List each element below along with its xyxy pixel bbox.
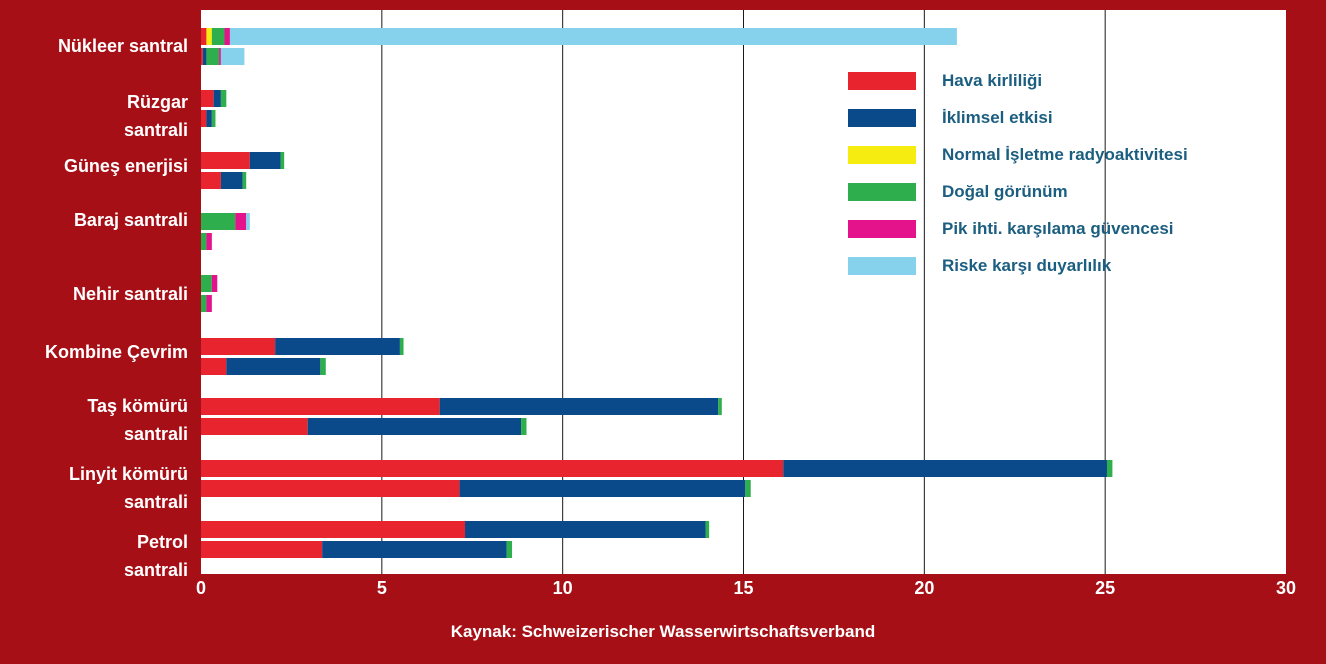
bar-segment [275,338,400,355]
bar-segment [201,275,212,292]
bar-segment [201,480,460,497]
bar-segment [219,48,221,65]
bar-segment [201,110,207,127]
x-tick-label: 5 [376,578,387,598]
legend-label: Doğal görünüm [942,182,1068,201]
bar-segment [246,213,250,230]
x-tick-label: 15 [733,578,754,598]
x-tick-label: 25 [1095,578,1116,598]
legend-label: İklimsel etkisi [942,108,1053,127]
bar-segment [220,48,245,65]
bar-segment [705,521,710,538]
bar-segment [201,152,250,169]
bar-segment [201,541,323,558]
bar-segment [249,152,281,169]
legend-swatch [848,183,916,201]
legend-swatch [848,257,916,275]
legend-swatch [848,72,916,90]
bar-segment [783,460,1107,477]
category-label: Petrol santrali [123,532,188,580]
bar-segment [201,28,207,45]
bar-segment [201,90,214,107]
bar-segment [206,295,212,312]
bar-segment [201,521,466,538]
legend-swatch [848,146,916,164]
legend-label: Pik ihti. karşılama güvencesi [942,219,1174,238]
bar-segment [320,358,326,375]
bar-segment [242,172,247,189]
legend-label: Normal İşletme radyoaktivitesi [942,145,1188,164]
x-tick-label: 0 [195,578,206,598]
legend-swatch [848,109,916,127]
category-label: Rüzgar santrali [123,92,188,140]
bar-segment [211,275,218,292]
bar-segment [465,521,706,538]
bar-segment [211,110,216,127]
bar-segment [201,418,308,435]
source-note: Kaynak: Schweizerischer Wasserwirtschaft… [450,622,876,641]
bar-segment [206,233,212,250]
category-label: Taş kömürü santrali [87,396,188,444]
bar-segment [399,338,404,355]
bar-segment [201,398,440,415]
bar-segment [745,480,751,497]
x-tick-label: 10 [552,578,573,598]
bars [201,28,1113,558]
bar-segment [322,541,507,558]
bar-segment [224,28,230,45]
bar-segment [307,418,522,435]
category-label: Linyit kömürü santrali [68,464,188,512]
bar-segment [220,172,243,189]
bar-segment [235,213,247,230]
bar-segment [206,28,212,45]
bar-segment [201,233,207,250]
legend-swatch [848,220,916,238]
bar-segment [206,110,212,127]
bar-segment [521,418,527,435]
category-label: Nükleer santral [57,36,188,56]
bar-segment [202,48,207,65]
bar-segment [206,48,220,65]
bar-segment [201,460,784,477]
category-label: Kombine Çevrim [44,342,188,362]
bar-segment [439,398,719,415]
bar-segment [1106,460,1113,477]
bar-segment [280,152,285,169]
bar-segment [506,541,513,558]
bar-segment [201,338,276,355]
bar-segment [226,358,321,375]
bar-segment [201,358,227,375]
bar-segment [211,28,225,45]
legend-label: Hava kirliliği [942,71,1043,90]
bar-segment [229,28,957,45]
bar-segment [201,172,221,189]
bar-segment [459,480,746,497]
category-label: Nehir santrali [72,284,188,304]
bar-segment [220,90,227,107]
bar-segment [201,48,203,65]
category-label: Baraj santrali [73,210,188,230]
bar-segment [718,398,722,415]
x-tick-label: 20 [914,578,935,598]
legend-label: Riske karşı duyarlılık [942,256,1112,275]
bar-segment [201,213,236,230]
x-tick-label: 30 [1275,578,1297,598]
bar-segment [213,90,221,107]
bar-segment [201,295,207,312]
category-label: Güneş enerjisi [63,156,188,176]
